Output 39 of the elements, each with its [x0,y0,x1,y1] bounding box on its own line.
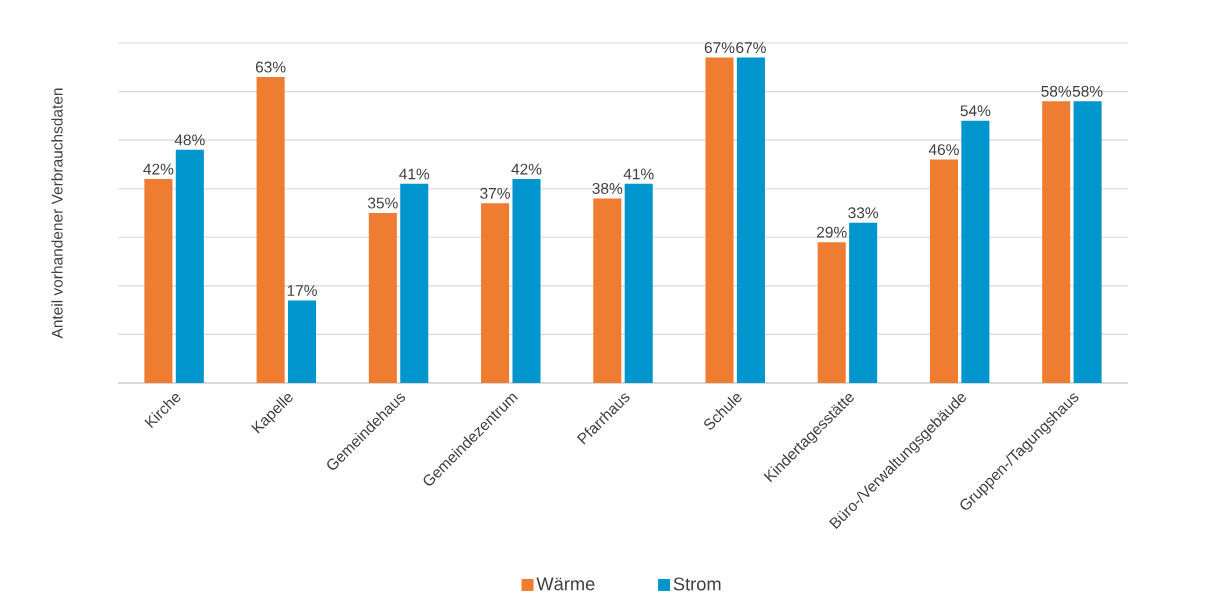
bar [288,300,317,383]
bar [481,203,510,383]
data-label: 42% [143,163,174,175]
data-label: 17% [287,285,317,296]
data-label: 37% [480,187,510,199]
bar [593,198,622,383]
data-label: 46% [928,144,959,156]
legend-label: Strom [673,577,721,591]
y-axis-title: Anteil vorhandener Verbrauchsdaten [51,88,63,339]
data-label: 48% [174,134,205,146]
bar [1042,101,1071,383]
data-label: 54% [960,105,991,117]
data-label: 58% [1041,85,1072,97]
data-label: 63% [255,61,286,73]
bar [512,179,541,383]
data-label: 38% [592,183,623,194]
data-label: 42% [511,163,542,175]
bar [817,242,846,383]
bar [705,57,734,383]
bar [929,159,958,383]
bar [175,149,204,383]
bar [256,77,285,383]
data-label: 41% [399,168,430,180]
data-label: 67% [704,42,735,54]
data-label: 33% [848,207,879,219]
bar [368,213,397,383]
bar [736,57,765,383]
bar [144,179,173,383]
bar [624,183,653,383]
bar [849,222,878,383]
bar [961,120,990,383]
data-label: 41% [623,168,654,180]
data-label: 29% [817,226,847,238]
bar [400,183,429,383]
data-label: 58% [1072,85,1103,97]
bar [1073,101,1102,383]
data-label: 67% [736,42,766,54]
data-label: 35% [367,197,398,209]
legend-label: Wärme [536,577,595,591]
